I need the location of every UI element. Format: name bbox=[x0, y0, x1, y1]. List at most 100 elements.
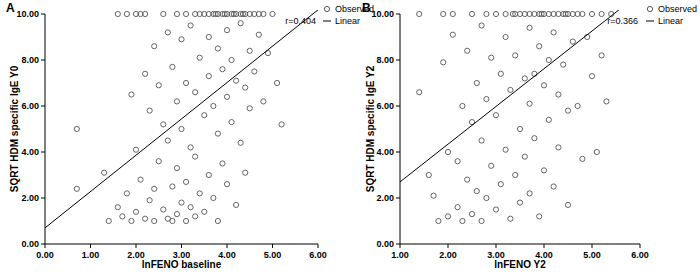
point bbox=[133, 11, 138, 16]
point bbox=[527, 101, 532, 106]
point bbox=[229, 120, 234, 125]
point bbox=[129, 92, 134, 97]
point bbox=[74, 186, 79, 191]
point bbox=[513, 172, 518, 177]
point bbox=[213, 11, 218, 16]
point bbox=[247, 48, 252, 53]
point bbox=[517, 126, 522, 131]
legend-symbol bbox=[324, 6, 329, 11]
point bbox=[479, 23, 484, 28]
point bbox=[120, 214, 125, 219]
point bbox=[161, 11, 166, 16]
point bbox=[455, 159, 460, 164]
panel-label: B bbox=[362, 1, 371, 15]
point bbox=[508, 87, 513, 92]
point bbox=[252, 69, 257, 74]
point bbox=[133, 209, 138, 214]
point bbox=[124, 191, 129, 196]
point bbox=[197, 191, 202, 196]
point bbox=[546, 57, 551, 62]
point bbox=[565, 108, 570, 113]
point bbox=[575, 103, 580, 108]
point bbox=[165, 30, 170, 35]
x-tick-label: 0.00 bbox=[36, 250, 54, 260]
point bbox=[527, 25, 532, 30]
point bbox=[532, 136, 537, 141]
point bbox=[179, 37, 184, 42]
point bbox=[527, 191, 532, 196]
y-tick bbox=[396, 60, 400, 61]
point bbox=[174, 212, 179, 217]
point bbox=[465, 48, 470, 53]
point bbox=[541, 168, 546, 173]
point bbox=[503, 11, 508, 16]
point bbox=[484, 97, 489, 102]
point bbox=[179, 200, 184, 205]
x-tick-label: 2.00 bbox=[439, 250, 457, 260]
y-tick-label: 6.00 bbox=[376, 101, 394, 111]
point bbox=[161, 122, 166, 127]
point bbox=[551, 184, 556, 189]
point bbox=[202, 209, 207, 214]
point bbox=[450, 32, 455, 37]
point bbox=[143, 216, 148, 221]
point bbox=[417, 11, 422, 16]
point bbox=[489, 55, 494, 60]
point bbox=[183, 218, 188, 223]
point bbox=[188, 205, 193, 210]
legend: ObservedLinear bbox=[646, 4, 697, 26]
panel: B1.002.003.004.005.006.000.002.004.006.0… bbox=[362, 0, 697, 270]
point bbox=[152, 186, 157, 191]
point bbox=[604, 99, 609, 104]
y-tick-label: 8.00 bbox=[376, 55, 394, 65]
point bbox=[206, 172, 211, 177]
point bbox=[537, 44, 542, 49]
point bbox=[147, 108, 152, 113]
point bbox=[211, 195, 216, 200]
legend-label: Linear bbox=[658, 16, 683, 26]
point bbox=[460, 218, 465, 223]
point bbox=[231, 11, 236, 16]
point bbox=[215, 46, 220, 51]
point bbox=[256, 32, 261, 37]
point bbox=[143, 11, 148, 16]
x-tick bbox=[181, 244, 182, 248]
panel: A0.001.002.003.004.005.006.000.002.004.0… bbox=[6, 1, 374, 270]
point bbox=[243, 170, 248, 175]
point bbox=[161, 207, 166, 212]
point bbox=[417, 90, 422, 95]
point bbox=[102, 170, 107, 175]
point bbox=[106, 218, 111, 223]
point bbox=[580, 11, 585, 16]
point bbox=[503, 147, 508, 152]
point bbox=[522, 76, 527, 81]
point bbox=[183, 11, 188, 16]
y-tick-label: 6.00 bbox=[21, 101, 39, 111]
point bbox=[450, 11, 455, 16]
point bbox=[274, 80, 279, 85]
fit-line bbox=[45, 10, 318, 228]
point bbox=[115, 205, 120, 210]
point bbox=[165, 138, 170, 143]
point bbox=[460, 103, 465, 108]
y-tick-label: 0.00 bbox=[376, 239, 394, 249]
x-tick bbox=[90, 244, 91, 248]
y-axis-label: SQRT HDM specific IgE Y2 bbox=[365, 65, 376, 192]
x-tick-label: 6.00 bbox=[309, 250, 327, 260]
point bbox=[484, 195, 489, 200]
point bbox=[479, 138, 484, 143]
point bbox=[206, 74, 211, 79]
point bbox=[179, 126, 184, 131]
plot-area bbox=[45, 10, 318, 228]
x-tick-label: 6.00 bbox=[631, 250, 649, 260]
x-tick-label: 1.00 bbox=[82, 250, 100, 260]
y-tick bbox=[396, 152, 400, 153]
point bbox=[220, 67, 225, 72]
y-tick-label: 4.00 bbox=[21, 147, 39, 157]
x-axis bbox=[400, 244, 640, 245]
point bbox=[493, 113, 498, 118]
point bbox=[510, 11, 515, 16]
point bbox=[537, 214, 542, 219]
y-tick bbox=[396, 198, 400, 199]
point bbox=[247, 106, 252, 111]
